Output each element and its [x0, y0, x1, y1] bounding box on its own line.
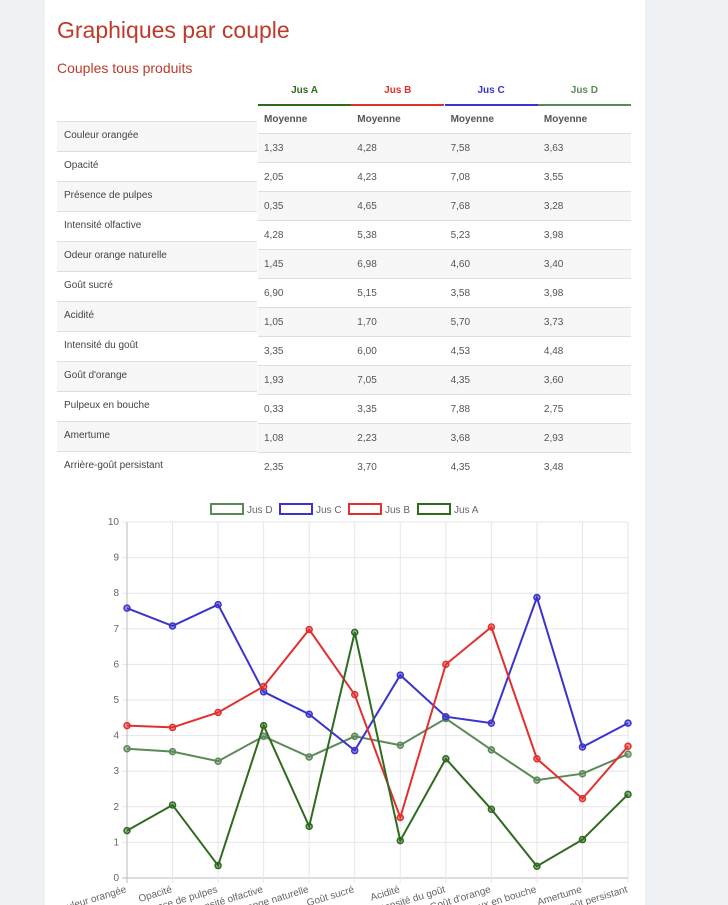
cell-value: 1,08 — [264, 433, 284, 444]
cell-value: 7,08 — [450, 172, 471, 183]
row-label: Intensité du goût — [57, 331, 257, 361]
cell-value: 2,75 — [543, 404, 564, 415]
cell-value: 4,65 — [357, 201, 377, 212]
table-row: 1,33 4,28 7,58 3,63 — [258, 133, 631, 163]
table-row: 2,35 3,70 4,35 3,48 — [258, 452, 631, 482]
table-row: 1,93 7,05 4,35 3,60 — [258, 365, 631, 395]
cell-value: 3,28 — [543, 201, 564, 212]
sub-header: Moyenne — [264, 114, 308, 125]
cell-value: 4,53 — [450, 346, 471, 357]
row-label: Pulpeux en bouche — [57, 391, 257, 421]
cell-value: 5,38 — [357, 230, 377, 241]
table-row: 1,45 6,98 4,60 3,40 — [258, 249, 631, 279]
cell-value: 7,58 — [450, 143, 471, 154]
row-label: Odeur orange naturelle — [57, 241, 257, 271]
cell-value: 3,73 — [543, 317, 564, 328]
cell-value: 1,93 — [264, 375, 284, 386]
column-header: Jus A — [258, 80, 351, 106]
table-row: 4,28 5,38 5,23 3,98 — [258, 220, 631, 250]
cell-value: 7,68 — [450, 201, 471, 212]
cell-value: 0,35 — [264, 201, 284, 212]
cell-value: 3,63 — [543, 143, 564, 154]
table-row: 1,08 2,23 3,68 2,93 — [258, 423, 631, 453]
cell-value: 3,40 — [543, 259, 564, 270]
cell-value: 3,68 — [450, 433, 471, 444]
row-label: Présence de pulpes — [57, 181, 257, 211]
cell-value: 4,28 — [357, 143, 377, 154]
row-label: Goût d'orange — [57, 361, 257, 391]
column-header: Jus C — [444, 80, 538, 106]
row-label: Amertume — [57, 421, 257, 451]
row-label: Goût sucré — [57, 271, 257, 301]
table-row: 2,05 4,23 7,08 3,55 — [258, 162, 631, 192]
column-header: Jus D — [537, 80, 631, 106]
cell-value: 1,05 — [264, 317, 284, 328]
cell-value: 4,35 — [450, 462, 471, 473]
cell-value: 2,35 — [264, 462, 284, 473]
cell-value: 5,15 — [357, 288, 377, 299]
cell-value: 4,28 — [264, 230, 284, 241]
cell-value: 4,48 — [543, 346, 564, 357]
cell-value: 4,23 — [357, 172, 377, 183]
cell-value: 6,90 — [264, 288, 284, 299]
cell-value: 2,23 — [357, 433, 377, 444]
cell-value: 6,00 — [357, 346, 377, 357]
row-label: Intensité olfactive — [57, 211, 257, 241]
cell-value: 0,33 — [264, 404, 284, 415]
table-row: 1,05 1,70 5,70 3,73 — [258, 307, 631, 337]
cell-value: 4,35 — [450, 375, 471, 386]
sub-header: Moyenne — [450, 114, 494, 125]
sub-header: Moyenne — [357, 114, 401, 125]
cell-value: 3,60 — [543, 375, 564, 386]
sub-header: Moyenne — [543, 114, 588, 125]
cell-value: 3,48 — [543, 462, 564, 473]
cell-value: 5,70 — [450, 317, 471, 328]
row-label: Acidité — [57, 301, 257, 331]
cell-value: 1,70 — [357, 317, 377, 328]
table-row: 6,90 5,15 3,58 3,98 — [258, 278, 631, 308]
cell-value: 2,93 — [543, 433, 564, 444]
table-row: 0,35 4,65 7,68 3,28 — [258, 191, 631, 221]
cell-value: 3,35 — [264, 346, 284, 357]
column-header: Jus B — [351, 80, 445, 106]
cell-value: 1,45 — [264, 259, 284, 270]
row-label: Arrière-goût persistant — [57, 451, 257, 481]
cell-value: 1,33 — [264, 143, 284, 154]
cell-value: 3,55 — [543, 172, 564, 183]
cell-value: 7,88 — [450, 404, 471, 415]
cell-value: 7,05 — [357, 375, 377, 386]
cell-value: 3,35 — [357, 404, 377, 415]
cell-value: 4,60 — [450, 259, 471, 270]
table-row: 0,33 3,35 7,88 2,75 — [258, 394, 631, 424]
table-row: 3,35 6,00 4,53 4,48 — [258, 336, 631, 366]
row-label: Opacité — [57, 151, 257, 181]
cell-value: 3,70 — [357, 462, 377, 473]
cell-value: 2,05 — [264, 172, 284, 183]
section-subtitle: Couples tous produits — [57, 60, 193, 76]
cell-value: 3,58 — [450, 288, 471, 299]
cell-value: 3,98 — [543, 288, 564, 299]
page-title: Graphiques par couple — [57, 17, 290, 43]
cell-value: 5,23 — [450, 230, 471, 241]
row-label: Couleur orangée — [57, 121, 257, 151]
cell-value: 6,98 — [357, 259, 377, 270]
cell-value: 3,98 — [543, 230, 564, 241]
